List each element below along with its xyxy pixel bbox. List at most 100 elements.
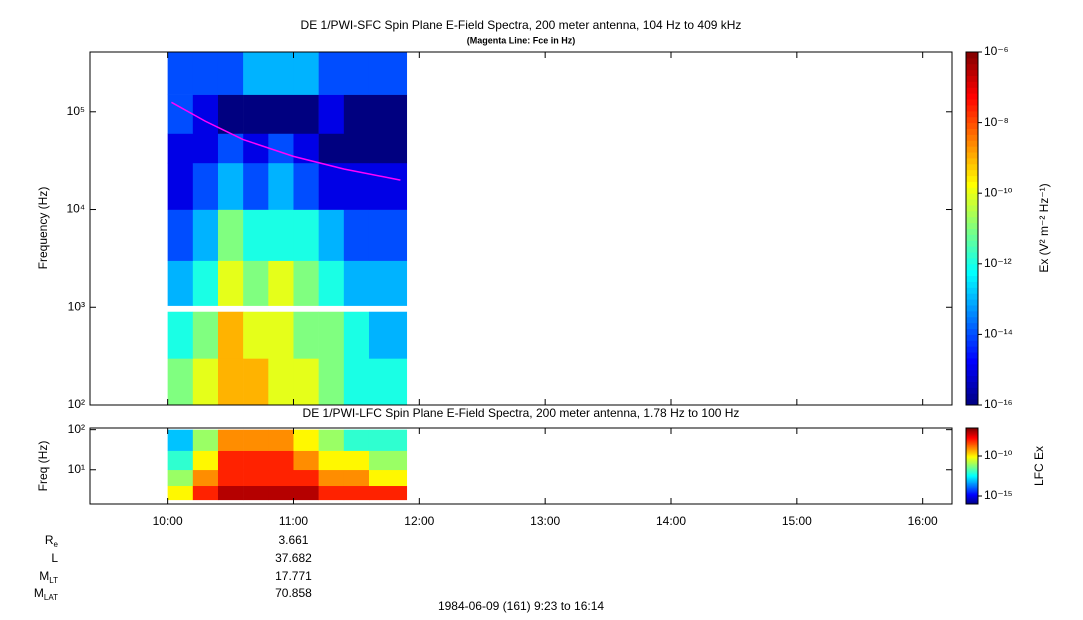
y-tick-label: 10¹ [68, 462, 85, 476]
heatmap-cell [293, 311, 319, 359]
colorbar-segment [966, 453, 978, 456]
colorbar-segment [966, 304, 978, 312]
colorbar-segment [966, 204, 978, 212]
heatmap-cell [293, 450, 319, 471]
y-tick-label: 10³ [68, 299, 85, 313]
heatmap-cell [343, 311, 370, 359]
colorbar-segment [966, 234, 978, 241]
heatmap-cell [318, 485, 345, 501]
heatmap-cell [268, 162, 294, 210]
heatmap-cell [368, 450, 408, 471]
heatmap-cell [192, 429, 219, 451]
colorbar-segment [966, 435, 978, 438]
colorbar-segment [966, 474, 978, 477]
heatmap-cell [243, 485, 269, 501]
colorbar-segment [966, 334, 978, 341]
heatmap-cell [368, 429, 408, 451]
heatmap-cell [343, 52, 370, 95]
colorbar-segment [966, 436, 978, 439]
colorbar-segment [966, 263, 978, 271]
colorbar-segment [966, 93, 978, 100]
ephemeris-label-main: M [34, 586, 44, 600]
heatmap-cell [318, 358, 345, 405]
colorbar-segment [966, 443, 978, 445]
colorbar-tick-label: 10⁻¹⁵ [984, 488, 1013, 502]
heatmap-cell [318, 94, 345, 134]
ephemeris-label: Re [45, 533, 59, 549]
heatmap-cell [268, 209, 294, 261]
colorbar-segment [966, 257, 978, 265]
colorbar-segment [966, 210, 978, 218]
heatmap-cell [343, 260, 370, 306]
colorbar-segment [966, 246, 978, 253]
heatmap-cell [343, 450, 370, 471]
heatmap-cell [167, 260, 194, 306]
heatmap-cell [192, 94, 219, 134]
heatmap-cell [192, 311, 219, 359]
heatmap-cell [343, 429, 370, 451]
colorbar-segment [966, 491, 978, 494]
colorbar-segment [966, 458, 978, 461]
colorbar-segment [966, 466, 978, 468]
heatmap-cell [217, 469, 244, 487]
colorbar-segment [966, 169, 978, 177]
colorbar-segment [966, 467, 978, 470]
heatmap-cell [243, 162, 269, 210]
heatmap-cell [268, 485, 294, 501]
heatmap-cell [293, 133, 319, 164]
heatmap-cell [217, 52, 244, 95]
x-tick-label: 11:00 [279, 514, 308, 528]
chart-title: DE 1/PWI-LFC Spin Plane E-Field Spectra,… [303, 406, 740, 420]
chart-title: DE 1/PWI-SFC Spin Plane E-Field Spectra,… [301, 18, 742, 32]
colorbar-segment [966, 498, 978, 501]
colorbar-segment [966, 116, 978, 124]
colorbar-segment [966, 483, 978, 486]
colorbar-segment [966, 352, 978, 359]
x-tick-label: 15:00 [782, 514, 812, 528]
colorbar-segment [966, 146, 978, 153]
colorbar-segment [966, 310, 978, 318]
heatmap-cell [318, 469, 345, 487]
ephemeris-value: 70.858 [275, 586, 312, 600]
heatmap-cell [243, 133, 269, 164]
heatmap-cell [192, 358, 219, 405]
heatmap-cell [268, 133, 294, 164]
colorbar-segment [966, 497, 978, 500]
colorbar-tick-label: 10⁻¹⁶ [984, 397, 1013, 411]
heatmap-cell [167, 469, 194, 487]
colorbar-segment [966, 490, 978, 492]
colorbar-segment [966, 457, 978, 459]
colorbar-segment [966, 431, 978, 434]
heatmap-cell [268, 260, 294, 306]
colorbar-segment [966, 187, 978, 194]
heatmap-cell [167, 94, 194, 134]
ephemeris-label: MLT [39, 569, 58, 585]
heatmap-cell [293, 260, 319, 306]
colorbar-segment [966, 501, 978, 504]
colorbar-segment [966, 287, 978, 294]
heatmap-cell [343, 358, 370, 405]
colorbar-segment [966, 468, 978, 471]
colorbar-segment [966, 492, 978, 495]
colorbar-tick-label: 10⁻⁶ [984, 44, 1009, 58]
colorbar-segment [966, 445, 978, 448]
heatmap-cell [167, 133, 194, 164]
colorbar-segment [966, 481, 978, 483]
heatmap-cell [268, 311, 294, 359]
heatmap-cell [217, 94, 244, 134]
heatmap-cell [167, 485, 194, 501]
colorbar-tick-label: 10⁻⁸ [984, 115, 1009, 129]
heatmap-cell [192, 133, 219, 164]
ephemeris-label-sub: e [54, 540, 59, 549]
ephemeris-value: 37.682 [275, 551, 312, 565]
colorbar-segment [966, 493, 978, 496]
colorbar-segment [966, 299, 978, 306]
colorbar-segment [966, 340, 978, 347]
heatmap-cell [368, 311, 408, 359]
heatmap-cell [243, 260, 269, 306]
colorbar-segment [966, 482, 978, 485]
heatmap-cell [318, 311, 345, 359]
colorbar-segment [966, 476, 978, 478]
colorbar-segment [966, 134, 978, 141]
colorbar-segment [966, 455, 978, 458]
